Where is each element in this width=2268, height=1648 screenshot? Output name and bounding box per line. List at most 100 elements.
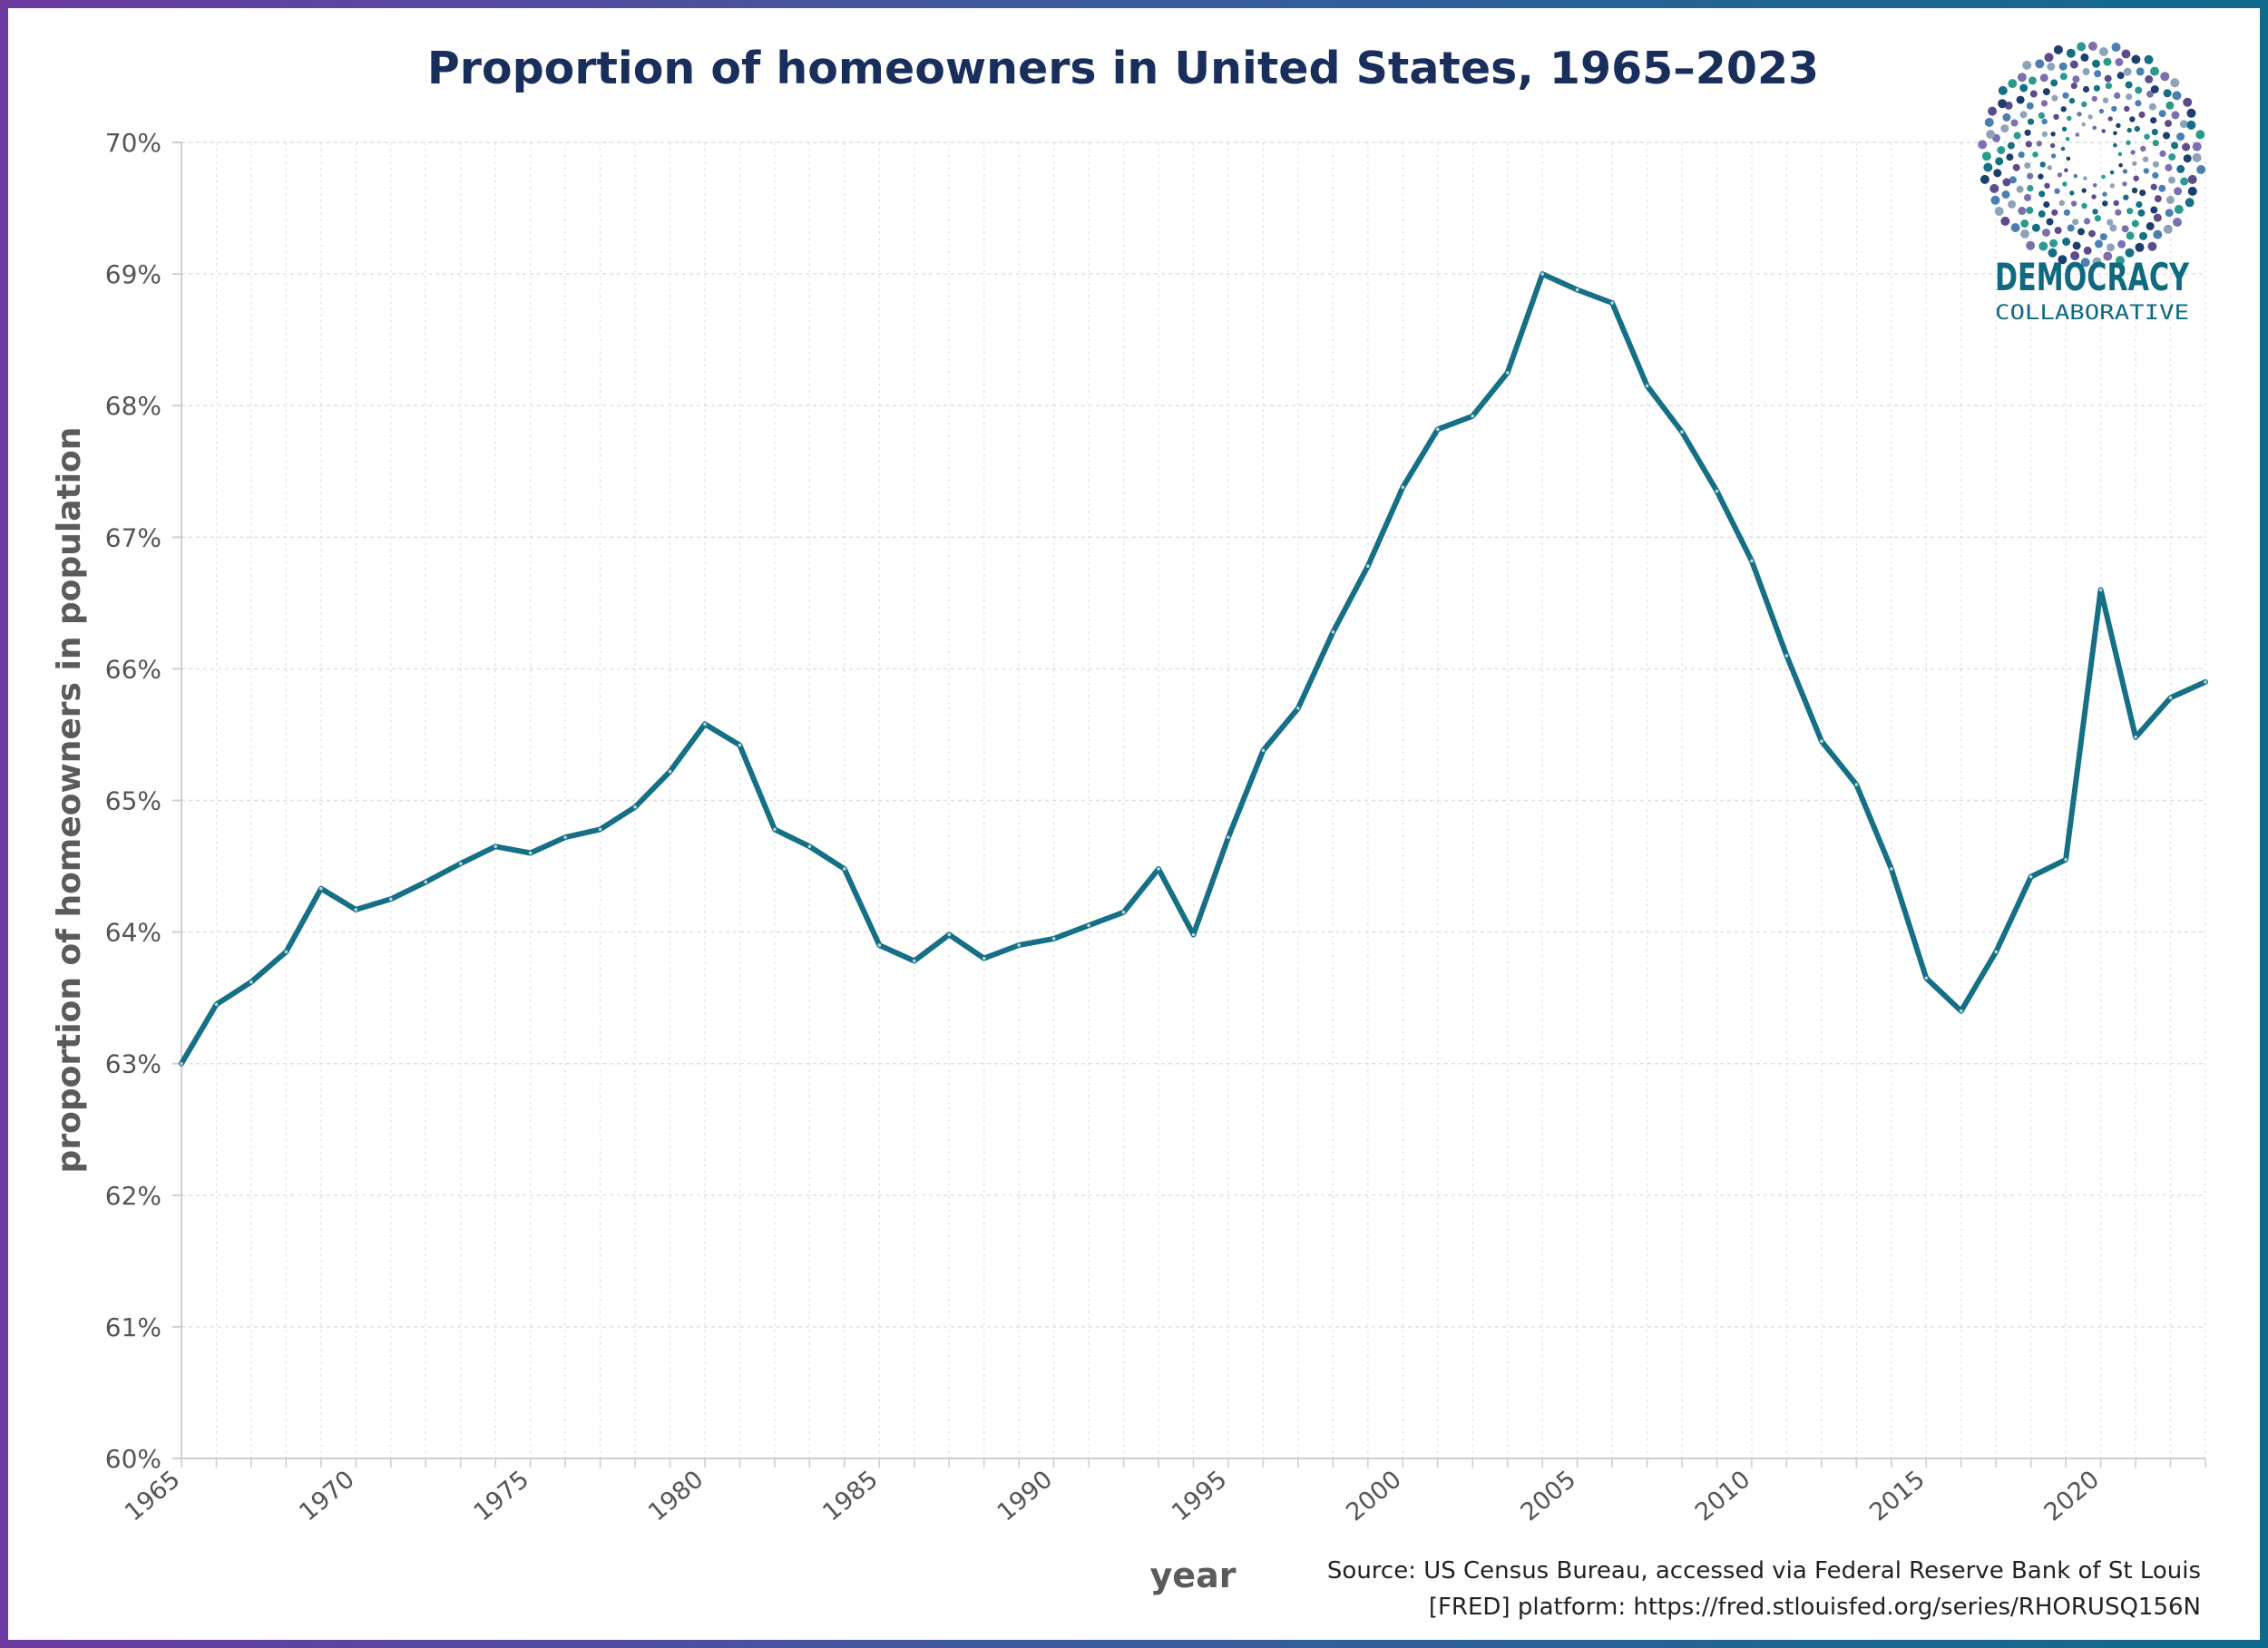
y-tick-label: 64% [105, 918, 161, 948]
logo-dot [2081, 122, 2086, 127]
logo-dot [2024, 161, 2031, 170]
logo-dot [2117, 151, 2123, 157]
y-tick-label: 70% [105, 128, 161, 158]
logo-dot [2136, 200, 2143, 209]
logo-dot [2165, 101, 2175, 110]
logo-dot [1998, 99, 2008, 109]
logo-dot [2087, 114, 2093, 120]
x-tick-label: 2020 [2039, 1466, 2106, 1527]
logo-dot [2183, 97, 2193, 107]
x-tick-label: 2000 [1341, 1466, 1407, 1527]
logo-dot [2124, 105, 2130, 112]
data-point [1750, 559, 1754, 563]
logo-dot [2083, 246, 2092, 255]
logo-dot [2016, 185, 2024, 193]
logo-dot [2131, 187, 2138, 194]
data-point [1715, 489, 1719, 493]
logo-dot [2171, 141, 2179, 150]
logo-dot [2158, 184, 2166, 192]
logo-dot [2092, 125, 2097, 131]
logo-dot [2172, 91, 2182, 101]
logo-dot [2138, 111, 2146, 119]
logo-dot [2168, 153, 2176, 161]
logo-dot [1989, 183, 1999, 193]
logo-dot [2017, 73, 2027, 83]
data-point [1924, 976, 1929, 980]
logo-dot [2061, 126, 2068, 132]
logo-dot [2163, 132, 2170, 140]
logo-dot [2035, 59, 2045, 69]
logo-dot [2101, 129, 2106, 133]
data-point [1017, 943, 1021, 947]
logo-dot [2126, 208, 2134, 215]
logo-dot [2137, 209, 2146, 217]
logo-dot [1998, 85, 2008, 95]
source-line-1: Source: US Census Bureau, accessed via F… [1327, 1557, 2201, 1585]
logo-dot [2081, 202, 2087, 210]
logo-dot [2088, 229, 2096, 238]
logo-dot [2016, 95, 2025, 104]
logo-dot [2192, 152, 2202, 162]
logo-dot [2135, 242, 2145, 252]
logo-dot [2183, 154, 2192, 163]
logo-dot [2027, 185, 2034, 192]
logo-dot [2152, 161, 2159, 168]
logo-dot [2102, 200, 2108, 207]
data-point [2028, 874, 2033, 879]
logo-dot [2135, 86, 2143, 94]
data-point [773, 827, 777, 832]
x-tick-label: 1995 [1167, 1466, 1233, 1527]
logo-dot [2049, 142, 2056, 149]
logo-dot [1986, 130, 1996, 140]
logo-dot [2094, 215, 2101, 222]
logo-dot [2122, 181, 2127, 187]
data-point [319, 886, 323, 891]
logo-dot [2077, 112, 2082, 117]
logo-dot [2187, 186, 2197, 196]
logo-dot [2026, 206, 2034, 214]
y-tick-label: 69% [105, 259, 161, 289]
x-tick-label: 2005 [1516, 1466, 1582, 1527]
logo-dot [2187, 174, 2197, 184]
logo-dot [1988, 106, 1998, 116]
logo-dot [2114, 92, 2121, 99]
data-point [1680, 430, 1684, 434]
logo-dot [2083, 176, 2087, 180]
logo-dot [1993, 169, 2002, 178]
logo-dot [2058, 200, 2065, 206]
data-point [249, 980, 253, 984]
logo-dot [2131, 219, 2139, 228]
logo-dot [2000, 124, 2009, 133]
logo-dot [2144, 54, 2154, 64]
logo-dot [2092, 59, 2100, 68]
logo-dot [2173, 218, 2182, 227]
logo-dot [2134, 125, 2140, 132]
data-point [668, 769, 672, 774]
logo-dot [2133, 175, 2139, 181]
logo-dot [2135, 100, 2142, 107]
y-tick-label: 60% [105, 1444, 161, 1474]
logo-dot [2165, 120, 2172, 128]
logo-dot [2122, 169, 2128, 174]
logo-dot [2132, 161, 2137, 166]
grid [181, 141, 2206, 1458]
logo-dot [2095, 239, 2103, 249]
data-point [598, 827, 602, 832]
data-point [1296, 707, 1300, 710]
logo-dot [2126, 127, 2132, 133]
logo-dot [2118, 162, 2123, 168]
logo-dot [2012, 163, 2020, 171]
logo-dot [2072, 241, 2081, 250]
data-point [1191, 932, 1196, 937]
logo-dot [1997, 146, 2006, 154]
data-point [982, 956, 986, 961]
data-point [807, 844, 812, 849]
logo-dot [2150, 85, 2159, 93]
logo-dot [2176, 164, 2185, 173]
data-point [1401, 485, 1405, 489]
y-tick-label: 63% [105, 1049, 161, 1079]
logo-dot [2051, 94, 2058, 102]
logo-dot [2072, 75, 2080, 83]
data-point [1157, 867, 1160, 871]
y-tick-label: 66% [105, 654, 161, 684]
